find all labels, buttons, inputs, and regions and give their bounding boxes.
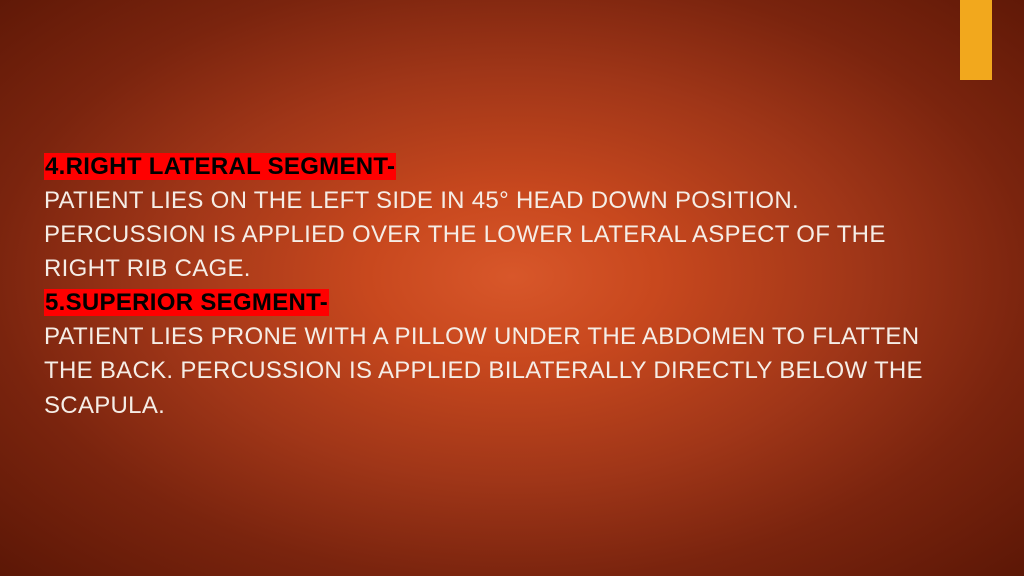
slide-content: 4.RIGHT LATERAL SEGMENT- PATIENT LIES ON… bbox=[44, 150, 964, 423]
accent-bar bbox=[960, 0, 992, 80]
body-4: PATIENT LIES ON THE LEFT SIDE IN 45° HEA… bbox=[44, 187, 886, 282]
heading-4: 4.RIGHT LATERAL SEGMENT- bbox=[44, 153, 396, 180]
heading-5: 5.SUPERIOR SEGMENT- bbox=[44, 289, 329, 316]
slide: 4.RIGHT LATERAL SEGMENT- PATIENT LIES ON… bbox=[0, 0, 1024, 576]
body-5: PATIENT LIES PRONE WITH A PILLOW UNDER T… bbox=[44, 323, 923, 418]
